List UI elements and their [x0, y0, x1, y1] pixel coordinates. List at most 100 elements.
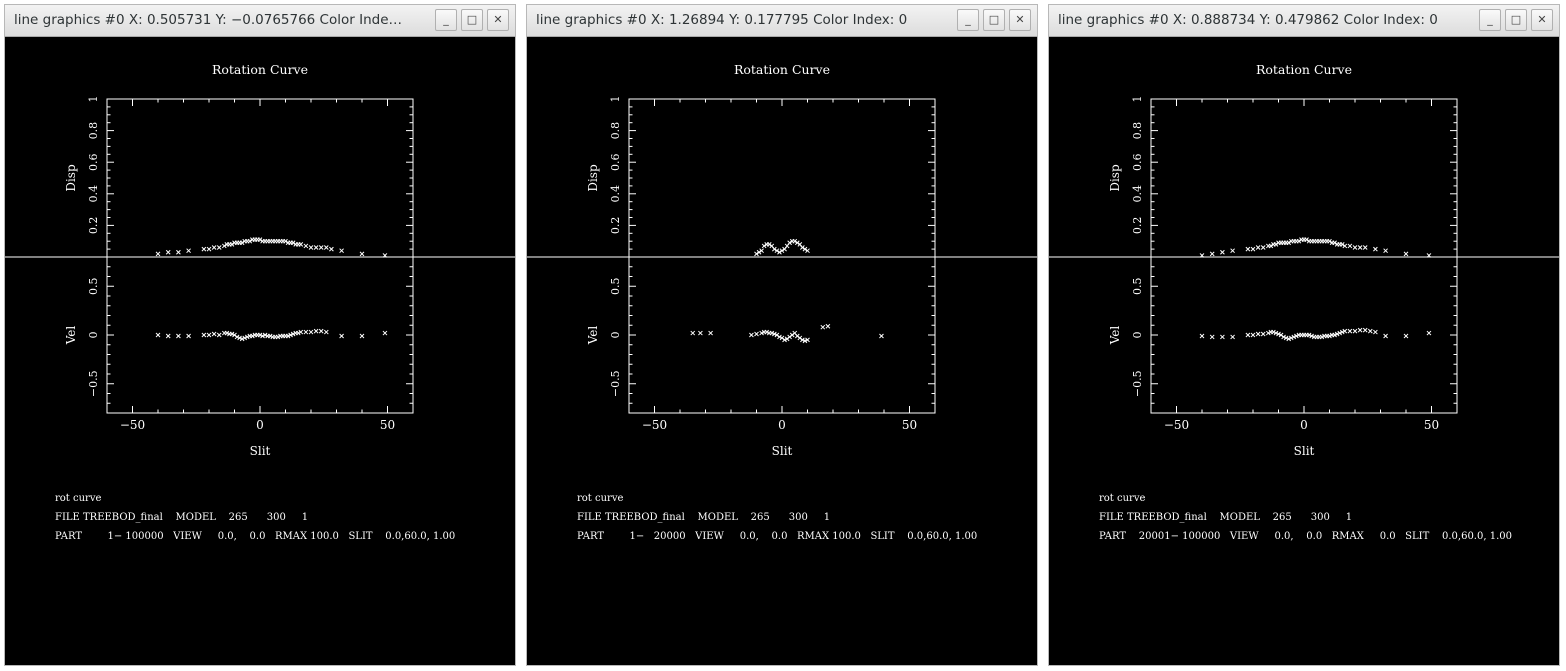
- data-point-vel: [216, 332, 222, 338]
- graphics-window-2[interactable]: line graphics #0 X: 1.26894 Y: 0.177795 …: [526, 4, 1038, 666]
- data-point-vel: [339, 333, 344, 339]
- data-point-vel: [1199, 333, 1205, 339]
- data-point-stroke: [1357, 245, 1363, 250]
- y-tick-label-disp: 0.8: [1131, 122, 1144, 140]
- y-axis-label-disp: Disp: [64, 164, 78, 192]
- info-line-2: FILE TREEBOD_final MODEL 265 300 1: [55, 512, 309, 523]
- data-point-stroke: [201, 332, 207, 338]
- graphics-canvas[interactable]: Rotation Curve −50 0 50 Slit 0.2 0.4 0.6 0.8 1 Dis…: [1049, 37, 1559, 665]
- data-point-vel: [275, 334, 281, 340]
- data-point-stroke: [1288, 335, 1294, 341]
- maximize-button[interactable]: □: [1505, 9, 1527, 31]
- data-point-stroke: [155, 251, 161, 257]
- info-line-3: PART 1− 100000 VIEW 0.0, 0.0 RMAX 100.0 …: [55, 531, 456, 542]
- window-titlebar[interactable]: line graphics #0 X: 0.888734 Y: 0.479862…: [1049, 5, 1559, 37]
- y-tick-label-vel: 0: [1131, 332, 1144, 339]
- minimize-button[interactable]: _: [1479, 9, 1501, 31]
- data-point-stroke: [323, 329, 329, 335]
- data-point-stroke: [794, 333, 800, 339]
- maximize-button[interactable]: □: [983, 9, 1005, 31]
- data-point-stroke: [800, 337, 805, 343]
- data-point-disp: [1273, 242, 1279, 247]
- data-point-stroke: [1426, 253, 1432, 258]
- y-axis-label-disp: Disp: [586, 164, 600, 192]
- window-titlebar[interactable]: line graphics #0 X: 1.26894 Y: 0.177795 …: [527, 5, 1037, 37]
- data-point-stroke: [797, 242, 803, 247]
- maximize-button[interactable]: □: [461, 9, 483, 31]
- minimize-button[interactable]: _: [957, 9, 979, 31]
- data-point-vel: [1342, 328, 1348, 334]
- data-point-vel: [749, 332, 754, 338]
- data-point-vel: [1334, 331, 1340, 337]
- data-point-stroke: [1245, 332, 1251, 338]
- graphics-window-3[interactable]: line graphics #0 X: 0.888734 Y: 0.479862…: [1048, 4, 1560, 666]
- info-line-1: rot curve: [577, 493, 624, 504]
- data-point-vel: [249, 333, 255, 339]
- data-point-stroke: [708, 330, 713, 336]
- y-tick-label-disp: 1: [87, 96, 100, 103]
- data-point-stroke: [769, 330, 775, 336]
- window-title: line graphics #0 X: 1.26894 Y: 0.177795 …: [536, 12, 908, 28]
- rotation-curve-plot: Rotation Curve −50 0 50 Slit 0.2 0.4 0.6 0.8 1 Dis…: [1049, 62, 1559, 458]
- minimize-button[interactable]: _: [435, 9, 457, 31]
- data-point-vel: [805, 337, 810, 343]
- data-point-disp: [771, 246, 777, 252]
- x-axis-label: Slit: [772, 444, 793, 458]
- data-point-stroke: [239, 240, 245, 246]
- close-button[interactable]: ✕: [487, 9, 509, 31]
- data-point-vel: [1383, 333, 1388, 339]
- data-point-disp: [1362, 245, 1368, 250]
- data-point-disp: [1327, 238, 1332, 244]
- data-point-stroke: [1255, 245, 1261, 250]
- data-point-disp: [787, 240, 793, 246]
- data-point-stroke: [1286, 336, 1292, 342]
- data-point-stroke: [792, 330, 798, 336]
- y-axis-label-vel: Vel: [1108, 326, 1122, 346]
- data-point-stroke: [782, 337, 787, 343]
- data-point-vel: [267, 333, 273, 339]
- data-point-vel: [1352, 328, 1358, 334]
- data-point-vel: [764, 329, 770, 335]
- data-point-stroke: [283, 238, 288, 244]
- data-point-stroke: [1268, 243, 1274, 249]
- data-point-stroke: [1339, 329, 1345, 335]
- data-point-stroke: [779, 335, 785, 341]
- data-point-stroke: [777, 334, 782, 340]
- data-point-stroke: [879, 333, 884, 339]
- data-point-disp: [1342, 243, 1348, 249]
- data-point-stroke: [777, 249, 782, 255]
- data-point-vel: [1230, 334, 1235, 340]
- data-point-vel: [769, 330, 775, 336]
- data-point-vel: [777, 334, 782, 340]
- data-point-stroke: [1278, 332, 1284, 338]
- graphics-window-1[interactable]: line graphics #0 X: 0.505731 Y: −0.07657…: [4, 4, 516, 666]
- data-point-disp: [290, 240, 296, 246]
- data-point-vel: [382, 330, 388, 336]
- y-tick-label-disp: 1: [609, 96, 622, 103]
- window-titlebar[interactable]: line graphics #0 X: 0.505731 Y: −0.07657…: [5, 5, 515, 37]
- data-point-stroke: [1309, 333, 1315, 339]
- close-button[interactable]: ✕: [1531, 9, 1553, 31]
- data-point-stroke: [201, 246, 207, 252]
- data-point-vel: [1293, 333, 1299, 339]
- data-point-stroke: [339, 248, 344, 254]
- data-point-vel: [323, 329, 329, 335]
- data-point-stroke: [1403, 333, 1409, 339]
- data-point-vel: [295, 330, 301, 336]
- y-tick-label-vel: 0.5: [87, 278, 100, 296]
- data-point-stroke: [787, 240, 793, 246]
- data-point-stroke: [1281, 334, 1286, 340]
- window-title: line graphics #0 X: 0.888734 Y: 0.479862…: [1058, 12, 1438, 28]
- y-axis-label-disp: Disp: [1108, 164, 1122, 192]
- data-point-stroke: [802, 338, 808, 344]
- graphics-canvas[interactable]: Rotation Curve −50 0 50 Slit 0.2 0.4 0.6 0.8 1 Dis…: [5, 37, 515, 665]
- data-point-disp: [257, 237, 263, 242]
- graphics-canvas[interactable]: Rotation Curve −50 0 50 Slit 0.2 0.4 0.6 0.8 1 Dis…: [527, 37, 1037, 665]
- data-point-vel: [229, 331, 235, 337]
- close-button[interactable]: ✕: [1009, 9, 1031, 31]
- y-tick-label-vel: 0: [609, 332, 622, 339]
- data-point-stroke: [1352, 245, 1358, 250]
- data-point-stroke: [155, 332, 161, 338]
- data-point-vel: [1339, 329, 1345, 335]
- data-point-vel: [825, 323, 831, 329]
